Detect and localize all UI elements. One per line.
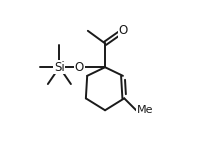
Text: Me: Me bbox=[136, 105, 153, 115]
Text: Si: Si bbox=[54, 61, 64, 74]
Text: O: O bbox=[74, 61, 83, 74]
Text: O: O bbox=[118, 24, 127, 37]
